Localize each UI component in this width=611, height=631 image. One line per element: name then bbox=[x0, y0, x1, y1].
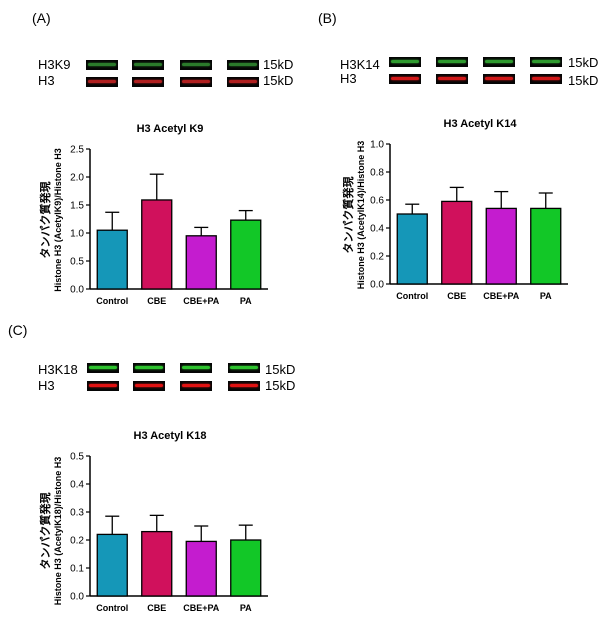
y-tick-label: 0.2 bbox=[370, 252, 384, 263]
y-tick-label: 0.4 bbox=[370, 224, 384, 235]
x-tick-label: CBE bbox=[147, 296, 166, 306]
x-tick-label: PA bbox=[240, 296, 252, 306]
blot-a-band bbox=[180, 60, 212, 70]
blot-b-band bbox=[389, 74, 421, 84]
y-tick-label: 0.1 bbox=[70, 564, 84, 575]
x-tick-label: CBE+PA bbox=[183, 603, 220, 613]
blot-b-control-kd: 15kD bbox=[568, 73, 599, 88]
y-tick-label: 0.4 bbox=[70, 480, 84, 491]
x-tick-label: Control bbox=[96, 296, 128, 306]
blot-c-band bbox=[87, 381, 119, 391]
bar-chart-c: 0.0 0.1 0.2 0.3 0.4 0.5 Control CBE CBE+PA PA bbox=[70, 452, 268, 613]
y-tick-label: 1.0 bbox=[370, 140, 384, 151]
y-tick-label: 2.5 bbox=[70, 145, 84, 156]
blot-c-band bbox=[133, 381, 165, 391]
blot-b-band bbox=[530, 74, 562, 84]
y-tick-label: 0.0 bbox=[370, 280, 384, 291]
panel-c-letter: (C) bbox=[8, 322, 28, 338]
blot-b-band bbox=[483, 74, 515, 84]
x-tick-label: Control bbox=[96, 603, 128, 613]
y-tick-label: 0.8 bbox=[370, 168, 384, 179]
bar-chart-b: 0.0 0.2 0.4 0.6 0.8 1.0 Control CBE CBE+PA PA bbox=[370, 140, 568, 301]
bar bbox=[396, 213, 428, 285]
blot-c-band bbox=[228, 363, 260, 373]
blot-c-band bbox=[228, 381, 260, 391]
blot-b-band bbox=[389, 57, 421, 67]
blot-b-control-label: H3 bbox=[340, 71, 357, 86]
x-tick-label: CBE bbox=[147, 603, 166, 613]
y-tick-label: 1.0 bbox=[70, 229, 84, 240]
y-tick-label: 0.3 bbox=[70, 508, 84, 519]
x-tick-label: CBE bbox=[447, 291, 466, 301]
y-tick-label: 0.5 bbox=[70, 257, 84, 268]
y-tick-label: 2.0 bbox=[70, 173, 84, 184]
bar-chart-a: 0.0 0.5 1.0 1.5 2.0 2.5 Control CBE CBE+PA PA bbox=[70, 145, 268, 306]
blot-a-band bbox=[227, 77, 259, 87]
x-tick-label: CBE+PA bbox=[483, 291, 520, 301]
bar bbox=[141, 530, 173, 597]
blot-c-control-label: H3 bbox=[38, 378, 55, 393]
y-tick-label: 0.0 bbox=[70, 285, 84, 296]
blot-a-band bbox=[227, 60, 259, 70]
blot-a-band bbox=[132, 60, 164, 70]
x-tick-label: PA bbox=[240, 603, 252, 613]
bar bbox=[230, 539, 262, 597]
blot-c-band bbox=[180, 381, 212, 391]
x-tick-label: Control bbox=[396, 291, 428, 301]
x-tick-label: CBE+PA bbox=[183, 296, 220, 306]
blot-a-target-kd: 15kD bbox=[263, 57, 294, 72]
blot-a-band bbox=[86, 77, 118, 87]
blot-c-target-kd: 15kD bbox=[265, 362, 296, 377]
bar bbox=[530, 207, 562, 285]
blot-c-band bbox=[180, 363, 212, 373]
blot-b-band bbox=[483, 57, 515, 67]
y-tick-label: 1.5 bbox=[70, 201, 84, 212]
bar bbox=[185, 540, 217, 597]
chart-a-title: H3 Acetyl K9 bbox=[136, 123, 204, 135]
blot-a-band bbox=[132, 77, 164, 87]
blot-c-control-kd: 15kD bbox=[265, 378, 296, 393]
chart-c-ylabel-jp: タンパク質発現 bbox=[40, 492, 52, 570]
blot-a-control-label: H3 bbox=[38, 73, 55, 88]
bar bbox=[141, 199, 173, 290]
chart-a-ylabel-jp: タンパク質発現 bbox=[40, 181, 52, 259]
chart-b-title: H3 Acetyl K14 bbox=[443, 118, 517, 130]
bar bbox=[185, 235, 217, 290]
blot-b-target-kd: 15kD bbox=[568, 55, 599, 70]
y-tick-label: 0.5 bbox=[70, 452, 84, 463]
blot-a-control-kd: 15kD bbox=[263, 73, 294, 88]
blot-c-band bbox=[87, 363, 119, 373]
bar bbox=[485, 207, 517, 285]
chart-c-title: H3 Acetyl K18 bbox=[133, 430, 207, 442]
panel-a-letter: (A) bbox=[32, 10, 51, 26]
bar bbox=[441, 200, 473, 285]
y-tick-label: 0.6 bbox=[370, 196, 384, 207]
blot-c-band bbox=[133, 363, 165, 373]
blot-c-target-label: H3K18 bbox=[38, 362, 78, 377]
panel-b-letter: (B) bbox=[318, 10, 337, 26]
blot-a-target-label: H3K9 bbox=[38, 57, 71, 72]
blot-b-band bbox=[436, 57, 468, 67]
blot-a-band bbox=[86, 60, 118, 70]
chart-b-ylabel-jp: タンパク質発現 bbox=[343, 176, 355, 254]
blot-b-target-label: H3K14 bbox=[340, 57, 380, 72]
x-tick-label: PA bbox=[540, 291, 552, 301]
bar bbox=[96, 229, 128, 290]
blot-b-band bbox=[530, 57, 562, 67]
bar bbox=[230, 219, 262, 290]
bar bbox=[96, 533, 128, 597]
y-tick-label: 0.0 bbox=[70, 592, 84, 603]
y-tick-label: 0.2 bbox=[70, 536, 84, 547]
blot-b-band bbox=[436, 74, 468, 84]
blot-a-band bbox=[180, 77, 212, 87]
